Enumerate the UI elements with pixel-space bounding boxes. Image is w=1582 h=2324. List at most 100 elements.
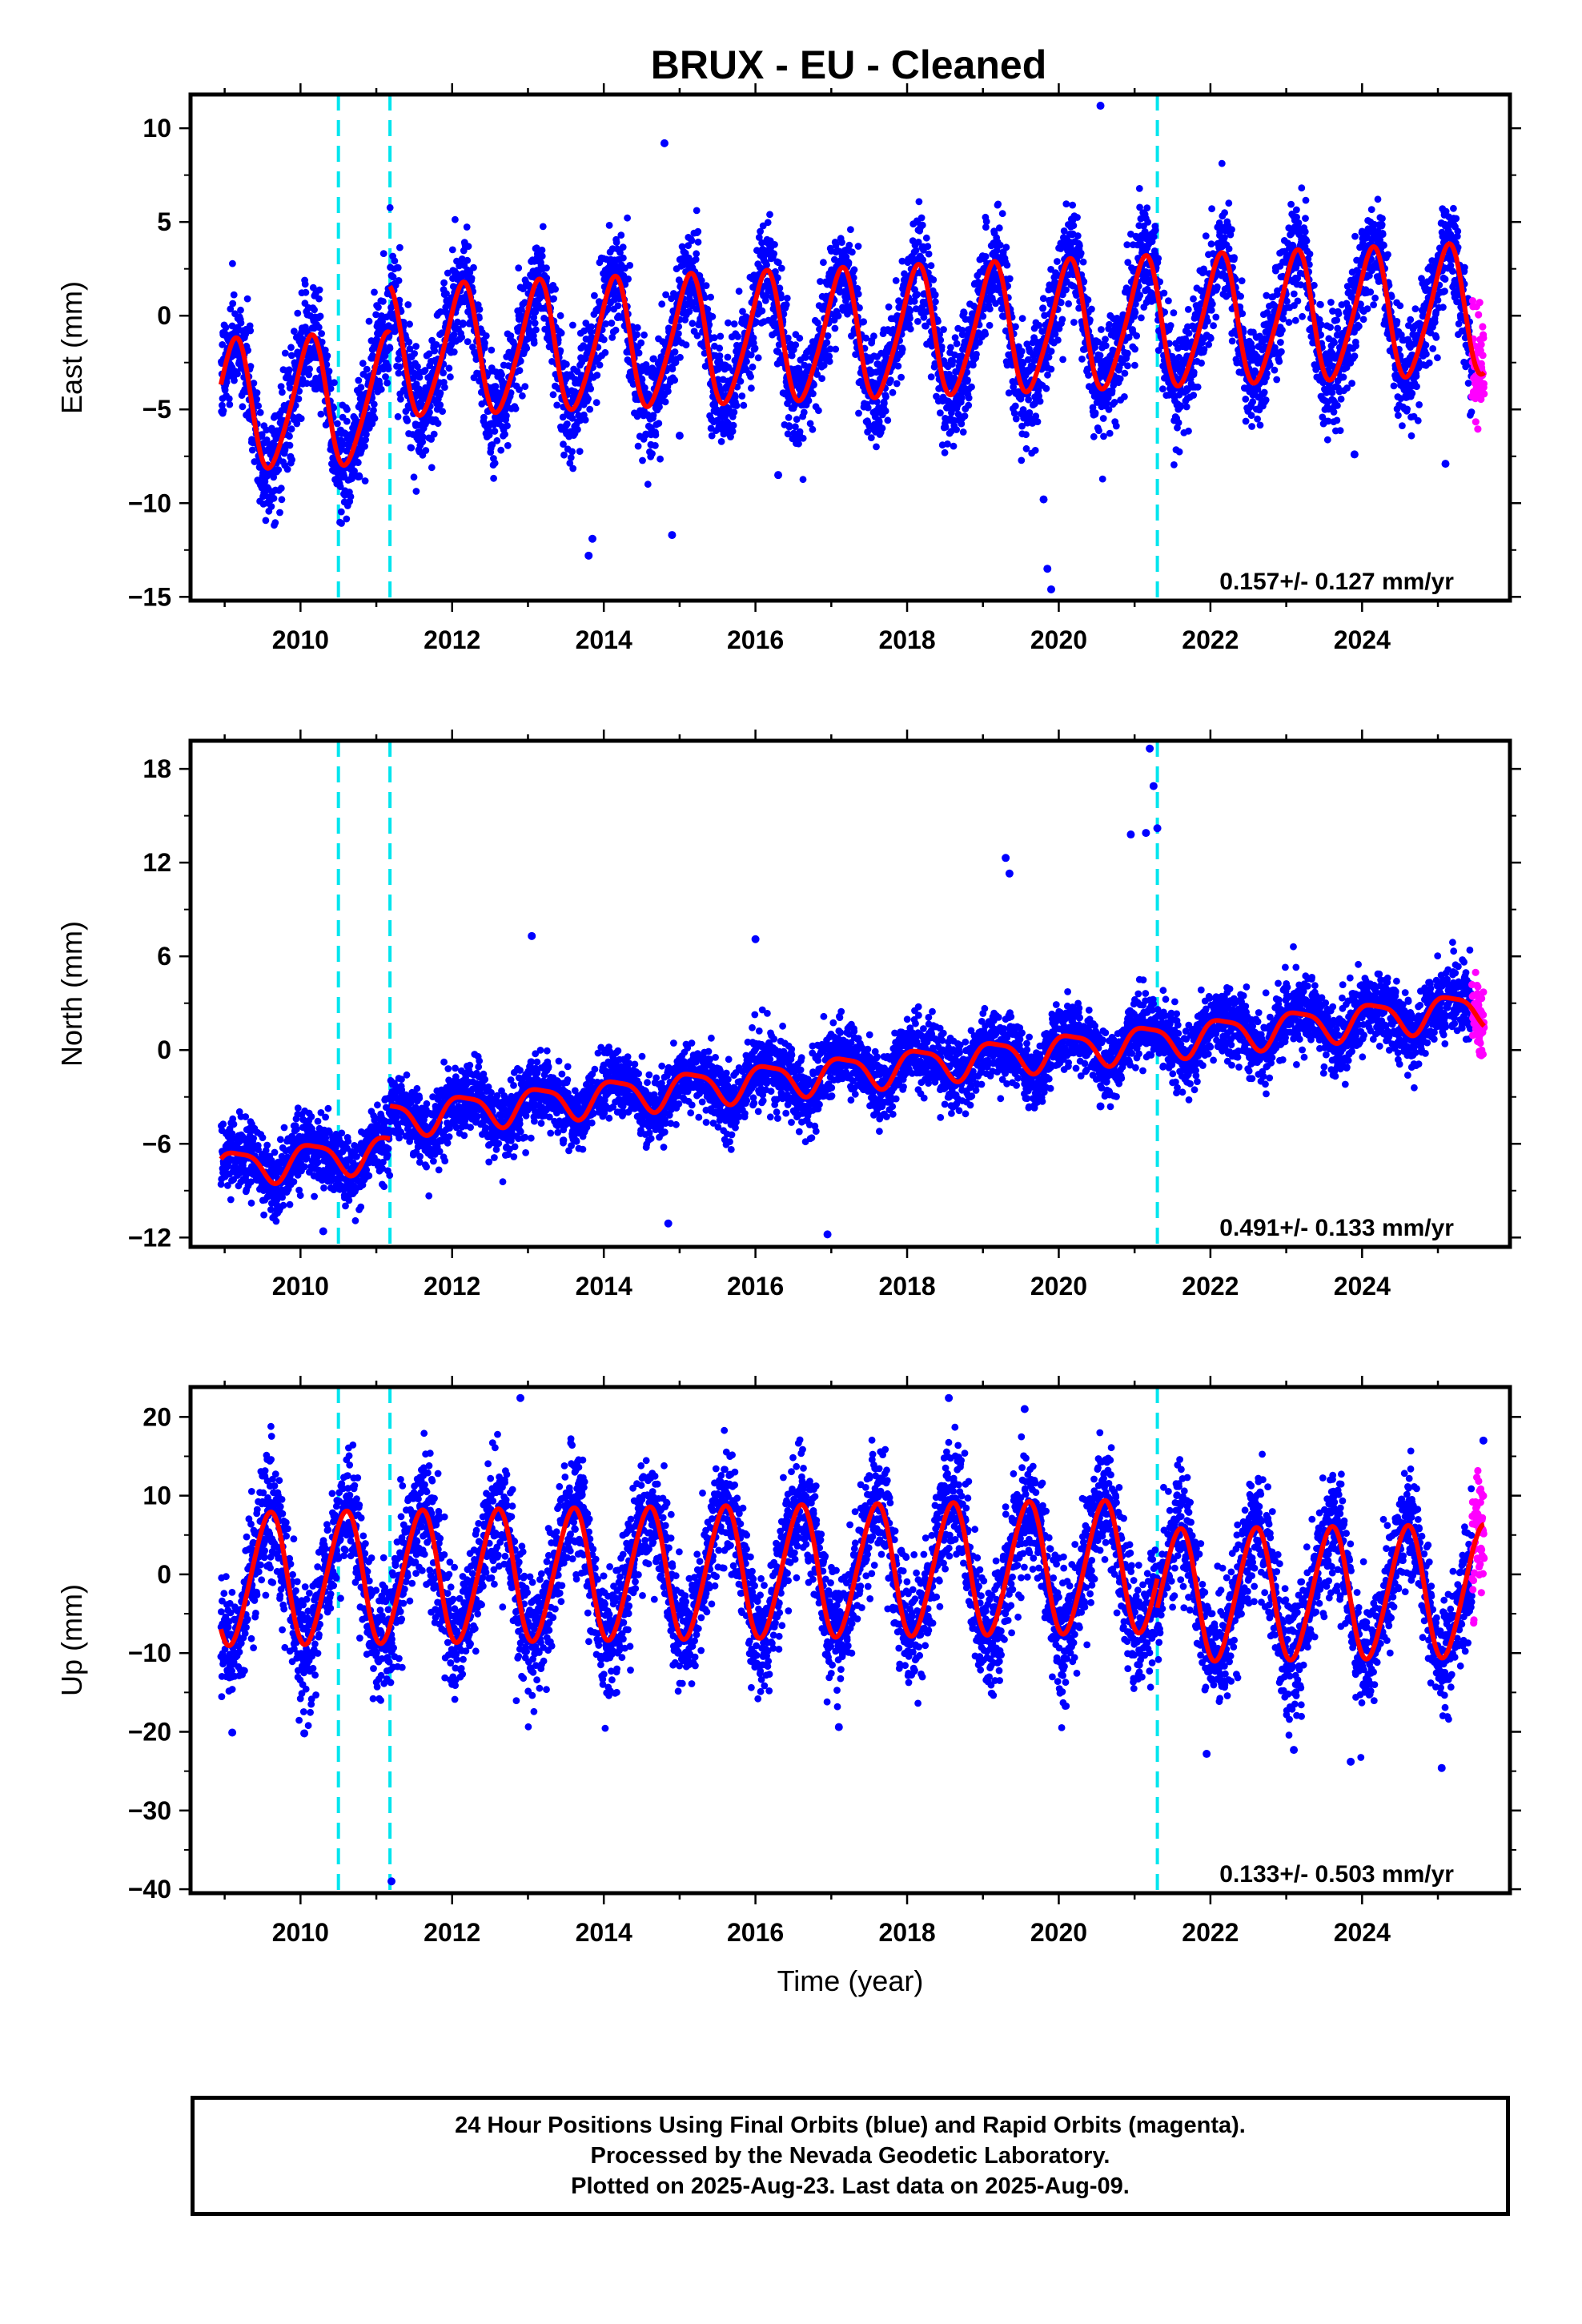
data-point [222,324,230,332]
data-point [959,428,967,436]
data-point [1260,388,1268,396]
data-point [412,488,420,495]
data-point [805,397,813,404]
data-point [476,306,484,313]
data-point [426,408,433,416]
data-point [243,295,251,303]
data-point [447,373,454,381]
data-point [915,198,923,206]
data-point [1069,201,1076,209]
data-point [864,404,872,412]
data-point [979,312,987,320]
data-point [470,263,477,271]
data-point [1249,398,1257,406]
data-point [1123,349,1131,357]
data-point [343,515,351,523]
data-point [867,434,875,441]
data-point [922,234,930,242]
data-point [982,218,990,225]
data-point [1102,336,1109,343]
data-point [498,371,505,379]
data-point [693,250,701,258]
data-point [656,403,663,411]
data-point [838,239,845,246]
data-point [614,302,622,310]
data-point [321,346,329,354]
data-point [459,320,467,327]
data-point [1247,412,1255,420]
data-point [882,393,889,400]
data-point [239,403,247,411]
data-point [758,307,766,315]
data-point [516,386,523,393]
data-point [560,440,567,448]
data-point [371,288,378,296]
data-point [737,377,745,385]
data-point [793,416,801,423]
data-point [1185,329,1193,337]
data-point [532,326,540,334]
data-point [832,345,840,353]
data-point [318,338,326,346]
data-point [1054,336,1062,344]
final-orbit-points [218,102,1476,593]
data-point [365,317,373,325]
data-point [230,291,238,299]
data-point [951,334,959,341]
data-point [434,420,442,428]
data-point [1138,314,1145,322]
data-point [1131,345,1138,353]
data-point [1225,199,1233,207]
data-point [593,372,601,379]
data-point [735,287,743,296]
data-point [1044,371,1051,379]
data-point [1077,249,1085,257]
data-point [639,456,646,464]
data-point [463,223,471,231]
data-point [652,431,660,439]
data-point [820,259,827,267]
data-point [1159,385,1166,393]
data-point [1170,309,1178,316]
data-point [416,373,424,381]
data-point [953,426,960,433]
data-point [800,408,808,416]
data-point [818,375,825,382]
data-point [1207,240,1215,247]
data-point [850,266,858,274]
data-point [669,365,677,373]
data-point [617,231,625,239]
data-point [1112,422,1120,430]
data-point [1133,332,1141,340]
data-point [624,214,631,222]
data-point [925,250,933,258]
data-point [1248,423,1255,430]
data-point [1204,317,1211,325]
data-point [619,243,627,251]
data-point [219,341,227,348]
data-point [906,315,913,322]
data-point [515,264,523,271]
data-point [430,430,438,438]
data-point [295,395,303,403]
data-point [271,519,279,527]
data-point [1154,255,1162,263]
data-point [334,420,341,428]
data-point [448,246,456,254]
data-point [1098,475,1106,483]
data-point [347,493,355,501]
data-point [287,425,295,433]
data-point [564,420,571,428]
data-point [1039,304,1047,312]
data-point [788,352,796,360]
data-point [783,295,791,302]
data-point [468,275,476,282]
data-point [875,418,883,425]
data-point [543,274,551,282]
data-point [1022,431,1030,439]
data-point [897,373,905,381]
data-point [785,414,793,421]
data-point [406,345,414,352]
data-point [968,383,975,391]
